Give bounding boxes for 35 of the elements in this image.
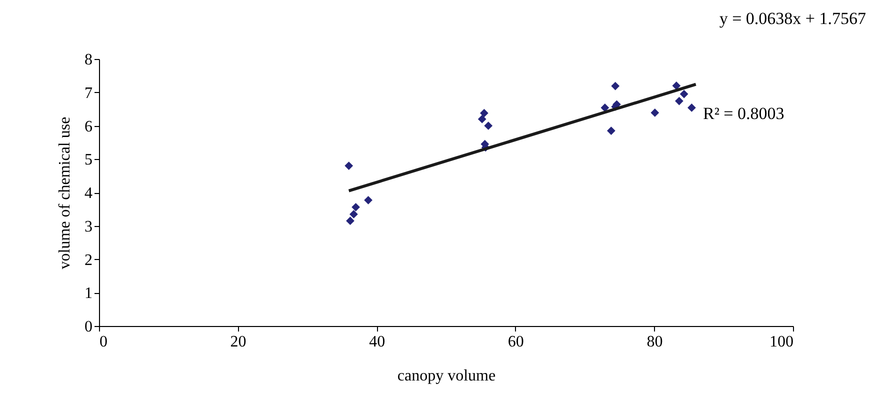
point [352,203,360,212]
point [650,108,660,117]
y-tick-label: 3 [84,218,92,236]
point [672,82,681,90]
y-tick-label: 0 [84,318,92,336]
x-tick-label: 0 [100,334,108,350]
x-tick-label: 20 [230,334,246,350]
y-tick-label: 4 [84,185,92,202]
point [687,104,696,112]
x-tick-label: 40 [369,334,386,350]
y-tick-label: 6 [84,118,92,136]
x-axis-title: canopy volume [397,368,496,384]
annotation: R² = 0.8003 [703,104,784,123]
y-tick-label: 7 [84,84,92,102]
text: y = 0.0638x + 1.7567 [719,9,866,28]
y-tick-label: 2 [84,252,92,269]
point [484,122,493,130]
x-tick-label: 60 [508,334,524,350]
point [611,82,620,90]
point [675,96,684,106]
x-tick-label: 100 [770,334,794,350]
point [600,104,610,112]
y-tick-label: 8 [84,52,92,68]
point [344,162,354,170]
point [350,210,358,218]
y-axis-title: volume of chemical use [56,116,74,270]
point [364,196,372,204]
point [680,90,688,98]
x-tick-label: 80 [646,334,663,350]
point [478,114,486,124]
y-tick-label: 1 [84,285,92,302]
point [606,126,616,135]
point [346,216,354,226]
point [480,108,488,118]
y-tick-label: 5 [84,152,92,169]
